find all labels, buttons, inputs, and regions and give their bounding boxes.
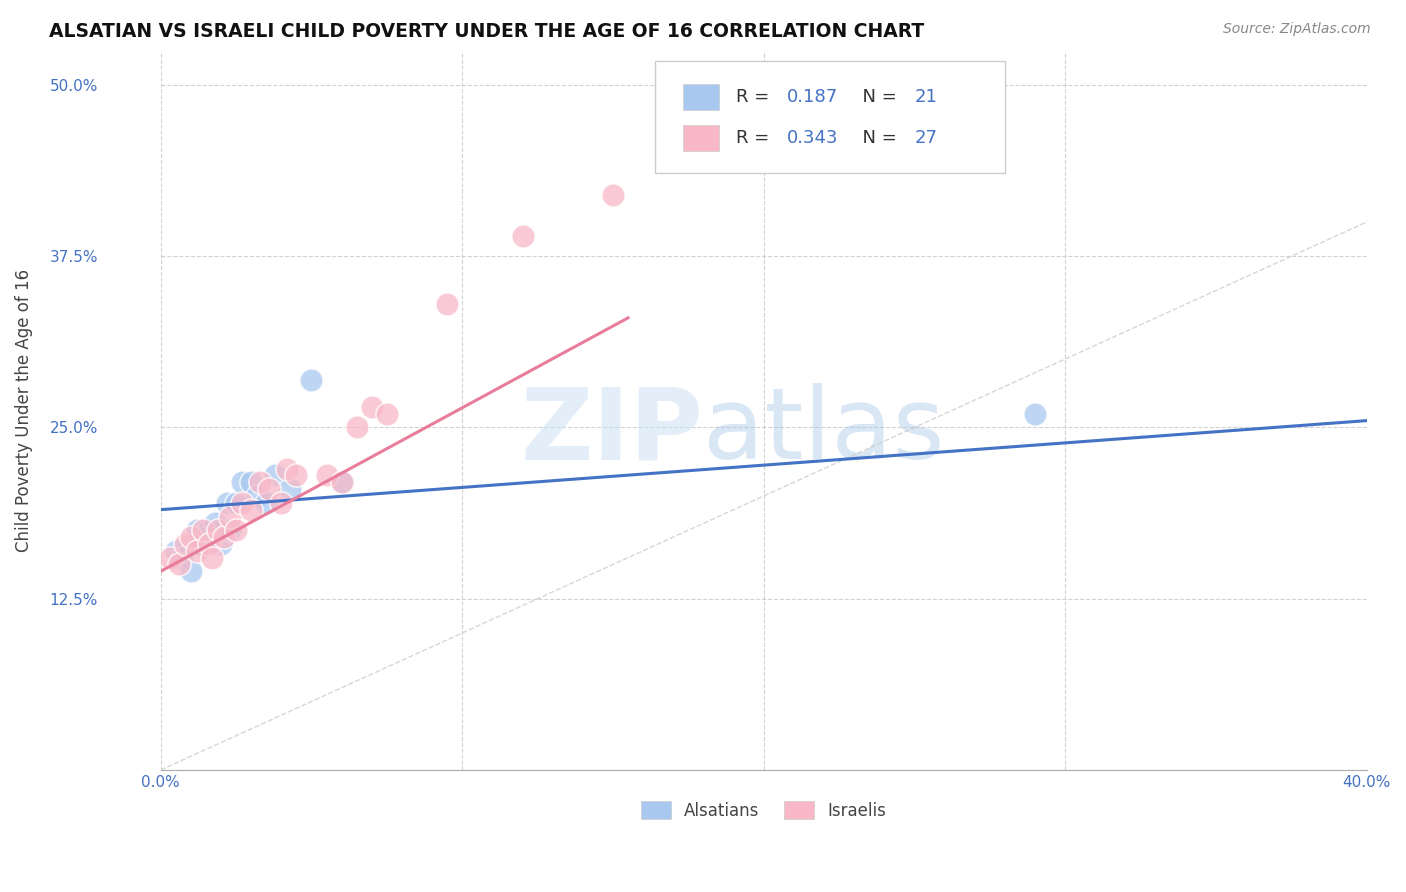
Point [257,482,280,496]
Point [167,558,190,572]
Point [276,461,298,475]
Point [602,187,624,202]
Point [315,468,337,483]
Point [240,475,263,490]
Point [285,468,308,483]
FancyBboxPatch shape [683,126,718,152]
Point [240,502,263,516]
Point [264,468,287,483]
FancyBboxPatch shape [655,62,1005,173]
Point [225,496,247,510]
Text: Source: ZipAtlas.com: Source: ZipAtlas.com [1223,22,1371,37]
Point [249,475,271,490]
Point [191,523,214,537]
Point [512,228,534,243]
Point [170,550,193,565]
Text: N =: N = [851,129,903,147]
Point [270,496,292,510]
Point [346,420,368,434]
Point [375,407,398,421]
Y-axis label: Child Poverty Under the Age of 16: Child Poverty Under the Age of 16 [15,268,32,552]
Point [231,496,253,510]
Point [246,489,269,503]
Point [194,530,217,544]
Point [1024,407,1046,421]
Point [278,482,301,496]
Point [186,543,208,558]
Point [198,537,221,551]
Point [204,516,226,531]
Point [212,530,235,544]
Point [207,523,229,537]
Point [159,550,181,565]
Point [198,523,221,537]
Text: ALSATIAN VS ISRAELI CHILD POVERTY UNDER THE AGE OF 16 CORRELATION CHART: ALSATIAN VS ISRAELI CHILD POVERTY UNDER … [49,22,925,41]
Text: N =: N = [851,88,903,106]
Text: atlas: atlas [703,384,945,481]
Text: R =: R = [735,129,775,147]
Point [219,509,242,524]
Point [165,543,187,558]
Point [188,537,211,551]
Text: 0.187: 0.187 [786,88,838,106]
Text: ZIP: ZIP [520,384,703,481]
Text: 0.343: 0.343 [786,129,838,147]
Point [330,475,353,490]
Point [231,475,253,490]
Point [254,496,277,510]
FancyBboxPatch shape [683,85,718,111]
Point [186,523,208,537]
Point [360,400,382,414]
Point [173,537,195,551]
Point [215,496,238,510]
Text: 27: 27 [914,129,938,147]
Point [219,523,242,537]
Point [225,523,247,537]
Point [209,537,232,551]
Legend: Alsatians, Israelis: Alsatians, Israelis [634,795,893,826]
Point [201,550,224,565]
Point [330,475,353,490]
Text: 21: 21 [914,88,938,106]
Point [436,297,458,311]
Point [301,372,323,386]
Point [180,565,202,579]
Point [180,530,202,544]
Text: R =: R = [735,88,775,106]
